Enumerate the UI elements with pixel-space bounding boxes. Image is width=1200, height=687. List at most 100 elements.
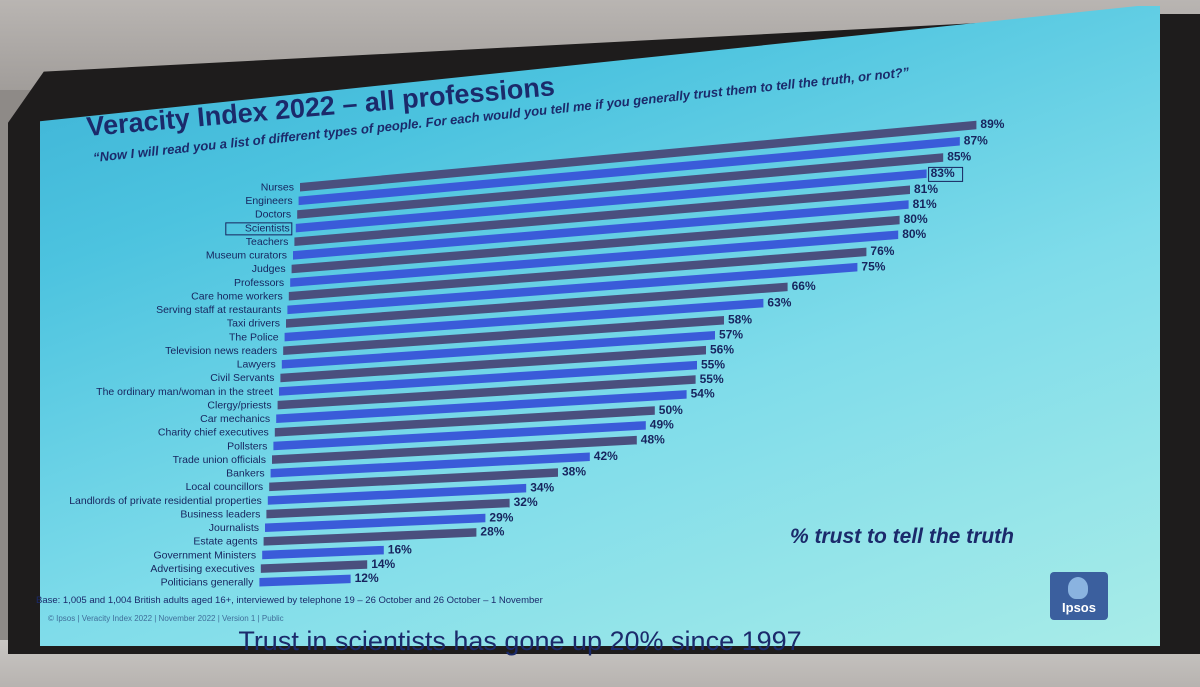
category-label: Taxi drivers: [227, 318, 280, 330]
ipsos-logo: Ipsos: [1050, 572, 1108, 620]
category-label: Engineers: [245, 195, 292, 207]
category-label: Scientists: [245, 222, 290, 234]
bar: [295, 169, 927, 233]
category-label: Estate agents: [193, 536, 257, 548]
logo-text: Ipsos: [1062, 600, 1096, 615]
value-label: 55%: [701, 357, 725, 371]
bar: [290, 230, 899, 287]
category-label: Pollsters: [227, 440, 267, 452]
bar: [262, 545, 384, 560]
footer-caption: Trust in scientists has gone up 20% sinc…: [238, 626, 802, 656]
base-note: Base: 1,005 and 1,004 British adults age…: [36, 595, 543, 606]
bar: [265, 513, 486, 533]
value-label: 80%: [904, 212, 928, 226]
value-label: 57%: [719, 327, 743, 341]
category-label: Local councillors: [186, 481, 264, 493]
category-label: Museum curators: [206, 250, 287, 262]
bar: [267, 483, 527, 505]
bar: [270, 452, 590, 478]
value-label: 63%: [767, 295, 791, 309]
category-label: Politicians generally: [161, 577, 255, 589]
value-label: 76%: [870, 244, 894, 258]
bar: [294, 185, 910, 246]
bar: [260, 560, 368, 573]
bar: [274, 406, 655, 437]
bar: [276, 390, 687, 424]
category-label: Nurses: [261, 182, 294, 194]
bar: [287, 262, 858, 315]
bar: [272, 435, 637, 464]
value-label: 16%: [388, 542, 412, 556]
category-label: Professors: [234, 277, 284, 289]
bar: [288, 247, 867, 301]
value-label: 81%: [913, 197, 937, 211]
bar: [298, 136, 960, 206]
category-label: The ordinary man/woman in the street: [96, 386, 273, 398]
value-label: 85%: [947, 150, 971, 164]
bar: [293, 200, 909, 260]
value-label: 14%: [371, 557, 395, 571]
value-label: 55%: [700, 372, 724, 386]
value-label: 89%: [980, 117, 1004, 131]
bar: [263, 528, 477, 546]
category-label: Landlords of private residential propert…: [69, 495, 262, 507]
category-label: Business leaders: [180, 508, 260, 520]
category-label: Doctors: [255, 209, 291, 221]
value-label: 83%: [931, 166, 955, 180]
copyright-note: © Ipsos | Veracity Index 2022 | November…: [48, 614, 284, 623]
value-label: 49%: [650, 418, 674, 432]
category-label: Journalists: [209, 522, 259, 534]
value-label: 75%: [861, 259, 885, 273]
logo-icon: [1068, 577, 1088, 599]
bar: [269, 468, 558, 492]
bar: [259, 574, 351, 587]
bar: [297, 153, 944, 219]
bar: [277, 375, 696, 410]
bar: [281, 330, 715, 369]
value-label: 81%: [914, 182, 938, 196]
category-label: Advertising executives: [150, 563, 254, 575]
axis-note: % trust to tell the truth: [790, 525, 1014, 548]
value-label: 87%: [964, 133, 988, 147]
bar: [286, 282, 788, 328]
value-label: 12%: [355, 571, 379, 585]
value-label: 48%: [641, 432, 665, 446]
highlight-value-box: [928, 166, 964, 182]
category-label: Clergy/priests: [207, 399, 271, 411]
value-label: 54%: [691, 387, 715, 401]
category-label: Car mechanics: [200, 413, 270, 425]
category-label: Care home workers: [191, 290, 283, 302]
bar: [273, 421, 646, 451]
value-label: 42%: [594, 449, 618, 463]
category-label: Lawyers: [237, 359, 276, 371]
bar: [291, 215, 900, 274]
category-label: Charity chief executives: [158, 427, 269, 439]
value-label: 56%: [710, 342, 734, 356]
value-label: 34%: [530, 480, 554, 494]
category-label: Bankers: [226, 468, 265, 480]
value-label: 28%: [480, 525, 504, 539]
bar: [280, 345, 706, 383]
category-label: Television news readers: [165, 345, 277, 357]
value-label: 66%: [792, 279, 816, 293]
bar: [283, 315, 724, 355]
category-label: Trade union officials: [173, 454, 266, 466]
bar: [284, 298, 764, 342]
category-label: Serving staff at restaurants: [156, 304, 281, 316]
value-label: 38%: [562, 465, 586, 479]
value-label: 58%: [728, 312, 752, 326]
value-label: 32%: [514, 495, 538, 509]
value-label: 50%: [659, 403, 683, 417]
bar: [279, 360, 697, 396]
bar: [300, 120, 977, 192]
bar: [266, 498, 510, 519]
category-label: The Police: [229, 331, 279, 343]
value-label: 29%: [489, 510, 513, 524]
value-label: 80%: [902, 227, 926, 241]
highlight-box: [225, 222, 293, 236]
category-label: Judges: [252, 263, 286, 275]
category-label: Teachers: [246, 236, 289, 248]
category-label: Government Ministers: [153, 549, 256, 561]
